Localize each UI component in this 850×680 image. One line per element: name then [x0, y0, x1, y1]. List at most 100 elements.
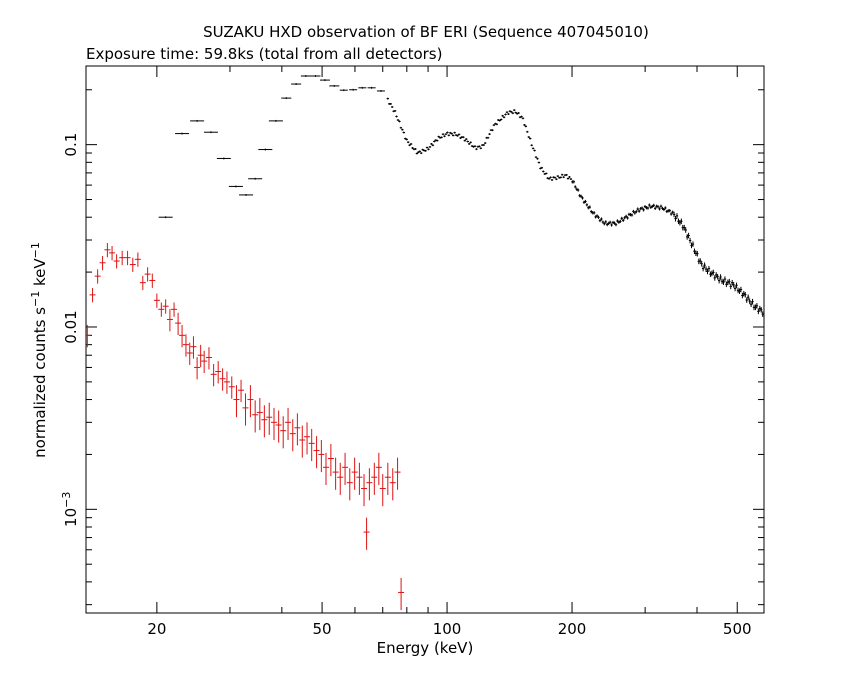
- data-point-black-dense: [594, 215, 597, 219]
- data-point-black-dense: [401, 128, 404, 131]
- data-point-black-dense: [518, 116, 522, 119]
- data-point-black-dense: [459, 137, 462, 139]
- data-point-black-dense: [620, 216, 623, 220]
- data-point-black-dense: [665, 209, 669, 214]
- data-point-black-dense: [655, 204, 658, 208]
- data-point-red: [205, 347, 212, 370]
- data-point-black: [329, 84, 340, 87]
- data-point-black-dense: [579, 194, 583, 198]
- data-point-black-dense: [741, 292, 744, 299]
- data-point-black-dense: [440, 136, 443, 139]
- data-point-red: [89, 288, 96, 303]
- data-point-black-dense: [520, 115, 523, 118]
- plot-frame: [85, 65, 765, 614]
- data-point-black-dense: [504, 113, 507, 116]
- data-point-red: [398, 578, 405, 611]
- data-point-red: [346, 468, 353, 501]
- data-point-black-dense: [661, 206, 664, 211]
- data-point-black-dense: [585, 203, 589, 207]
- data-point-black-dense: [592, 211, 596, 215]
- data-point-black-dense: [611, 220, 615, 225]
- data-point-black: [248, 177, 263, 180]
- data-point-black-dense: [443, 135, 446, 138]
- data-point-red: [99, 255, 106, 271]
- data-point-black-dense: [396, 119, 400, 122]
- data-point-red: [109, 246, 116, 261]
- data-point-black-dense: [643, 205, 647, 209]
- data-point-black-dense: [483, 142, 487, 145]
- data-point-black-dense: [674, 215, 677, 222]
- data-point-black-dense: [632, 209, 635, 214]
- data-point-black-dense: [436, 139, 439, 142]
- data-point-black: [358, 86, 367, 89]
- data-point-red: [86, 324, 91, 348]
- data-point-black-dense: [709, 271, 712, 278]
- data-point-black-dense: [687, 232, 690, 239]
- data-point-red: [134, 252, 141, 267]
- x-tick-label: 50: [313, 620, 332, 638]
- data-point-red: [242, 393, 249, 426]
- data-point-black-dense: [534, 156, 538, 159]
- data-point-black-dense: [722, 279, 725, 285]
- data-point-black-dense: [472, 145, 475, 148]
- data-point-black-dense: [444, 133, 448, 136]
- data-point-black-dense: [683, 224, 686, 231]
- data-point-red: [197, 344, 204, 368]
- data-point-black-dense: [488, 133, 491, 136]
- data-point-black-dense: [404, 137, 407, 140]
- data-point-black-dense: [572, 180, 576, 184]
- data-point-red: [342, 452, 349, 485]
- y-tick-label: 0.1: [62, 133, 80, 157]
- data-point-black-dense: [457, 133, 461, 136]
- data-point-red: [129, 257, 136, 273]
- data-point-black-dense: [495, 123, 499, 126]
- data-point-black-dense: [717, 277, 721, 284]
- data-point-black-dense: [559, 176, 562, 179]
- data-point-black-dense: [710, 270, 714, 277]
- data-point-black-dense: [431, 144, 435, 147]
- data-point-black-dense: [672, 211, 676, 218]
- data-point-black-dense: [473, 145, 477, 148]
- data-point-black-dense: [492, 124, 496, 127]
- data-point-black-dense: [454, 134, 458, 137]
- series-black: [158, 75, 385, 219]
- data-point-black-dense: [626, 216, 629, 220]
- data-point-black-dense: [510, 110, 513, 113]
- data-point-black-dense: [531, 147, 535, 150]
- data-point-red: [351, 457, 358, 490]
- data-point-red: [144, 267, 151, 282]
- data-point-black-dense: [671, 210, 674, 214]
- data-point-red: [266, 402, 273, 435]
- data-point-black-dense: [555, 178, 558, 181]
- data-point-black-dense: [560, 173, 564, 176]
- data-point-black-dense: [411, 147, 414, 149]
- data-point-black-dense: [668, 209, 671, 213]
- data-point-red: [113, 254, 120, 269]
- data-point-black-dense: [542, 170, 545, 173]
- data-point-black-dense: [652, 203, 655, 207]
- data-point-black-dense: [386, 97, 390, 100]
- data-point-black-dense: [398, 120, 401, 123]
- data-point-black-dense: [526, 130, 529, 133]
- data-point-black-dense: [758, 305, 762, 312]
- data-point-black-dense: [449, 131, 452, 134]
- data-point-black-dense: [723, 276, 727, 282]
- data-point-black: [291, 83, 302, 85]
- data-point-black-dense: [527, 136, 530, 139]
- data-point-black-dense: [537, 161, 541, 164]
- data-point-black-dense: [736, 287, 740, 294]
- data-point-black-dense: [441, 133, 445, 136]
- x-axis-label: Energy (keV): [377, 639, 474, 657]
- data-point-black-dense: [465, 138, 468, 141]
- data-point-black-dense: [499, 118, 503, 121]
- data-point-black-dense: [761, 311, 764, 317]
- data-point-black-dense: [678, 219, 682, 226]
- data-point-black-dense: [606, 223, 609, 227]
- data-point-black-dense: [482, 144, 485, 146]
- data-point-red: [394, 457, 401, 490]
- data-point-black-dense: [505, 111, 509, 114]
- data-point-black-dense: [575, 187, 578, 191]
- data-point-red: [124, 250, 131, 266]
- data-point-black: [203, 131, 218, 134]
- data-point-black-dense: [469, 141, 472, 144]
